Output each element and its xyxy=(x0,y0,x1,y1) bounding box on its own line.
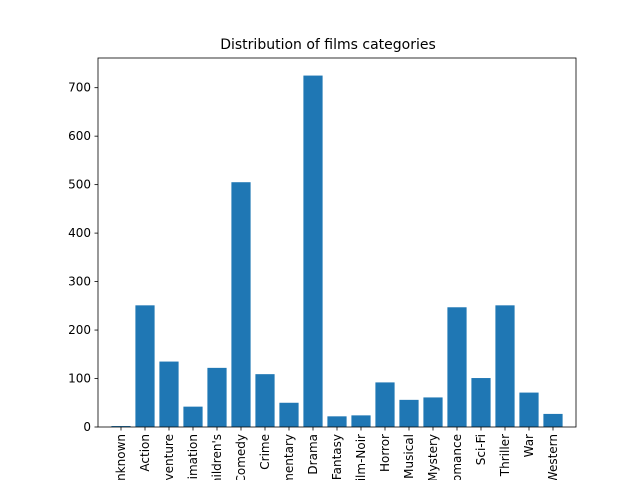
bar xyxy=(423,397,443,427)
bar xyxy=(399,399,419,427)
y-tick-label: 400 xyxy=(68,226,91,240)
bar xyxy=(327,416,347,427)
x-tick-label: Drama xyxy=(306,434,320,475)
bar xyxy=(447,307,467,427)
y-tick-label: 700 xyxy=(68,81,91,95)
x-tick-label: Crime xyxy=(258,434,272,470)
bar xyxy=(495,305,515,427)
x-tick-label: Adventure xyxy=(162,434,176,480)
x-tick-label: Children's xyxy=(210,434,224,480)
x-tick-label: Animation xyxy=(186,434,200,480)
x-tick-label: Romance xyxy=(450,434,464,480)
x-tick-label: Fantasy xyxy=(330,434,344,480)
x-tick-label: Musical xyxy=(402,434,416,479)
bar xyxy=(375,382,395,427)
x-tick-label: Sci-Fi xyxy=(474,434,488,465)
x-tick-label: Western xyxy=(546,434,560,480)
bar xyxy=(303,75,323,428)
y-tick-label: 0 xyxy=(83,420,91,434)
chart-title: Distribution of films categories xyxy=(220,37,436,53)
plot-frame xyxy=(97,57,577,428)
y-tick-label: 500 xyxy=(68,178,91,192)
bar xyxy=(471,378,491,427)
bar xyxy=(159,361,179,427)
x-tick-label: Comedy xyxy=(234,434,248,480)
x-tick-label: War xyxy=(522,434,536,457)
bar xyxy=(519,392,539,427)
bar xyxy=(351,415,371,427)
y-tick-label: 100 xyxy=(68,372,91,386)
x-tick-label: Mystery xyxy=(426,434,440,480)
x-tick-label: Thriller xyxy=(498,434,512,477)
y-tick-label: 600 xyxy=(68,129,91,143)
bar xyxy=(255,374,275,427)
x-tick-label: Documentary xyxy=(282,434,296,480)
x-tick-label: Action xyxy=(138,434,152,472)
x-tick-label: unknown xyxy=(114,434,128,480)
bar xyxy=(135,305,155,427)
x-tick-label: Horror xyxy=(378,434,392,472)
bar xyxy=(279,402,299,427)
bar xyxy=(543,413,563,427)
x-tick-label: Film-Noir xyxy=(354,434,368,480)
bar xyxy=(111,426,131,427)
bar xyxy=(231,182,251,427)
y-tick-label: 200 xyxy=(68,323,91,337)
bar xyxy=(183,406,203,427)
y-tick-label: 300 xyxy=(68,275,91,289)
bar xyxy=(207,367,227,427)
